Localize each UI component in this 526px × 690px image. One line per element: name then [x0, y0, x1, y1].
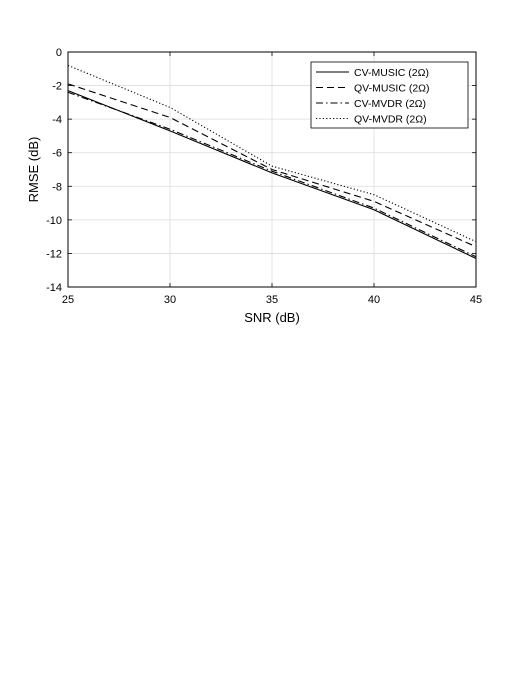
legend-entry: CV-MVDR (2Ω) — [354, 98, 426, 110]
y-tick-label: -6 — [52, 148, 62, 160]
x-tick-label: 45 — [470, 294, 482, 306]
series-line-dashed — [67, 83, 477, 248]
series-lines — [67, 64, 477, 259]
x-tick-label: 40 — [368, 294, 380, 306]
legend-entry: CV-MUSIC (2Ω) — [354, 67, 429, 79]
axis-ticks: 25 30 35 40 45 0 -2 -4 -6 -8 -10 -12 -14 — [46, 47, 482, 306]
legend-entry: QV-MVDR (2Ω) — [354, 114, 427, 126]
y-tick-label: -2 — [52, 81, 62, 93]
x-tick-label: 35 — [266, 294, 278, 306]
y-tick-label: -14 — [46, 282, 62, 294]
series-line-dotted — [67, 64, 477, 243]
y-tick-label: -10 — [46, 215, 62, 227]
x-tick-label: 25 — [62, 294, 74, 306]
y-tick-label: -12 — [46, 248, 62, 260]
y-tick-label: 0 — [56, 47, 62, 59]
legend: CV-MUSIC (2Ω) QV-MUSIC (2Ω) CV-MVDR (2Ω) QV… — [310, 61, 469, 129]
y-axis-label: RMSE (dB) — [26, 137, 41, 203]
legend-box — [310, 61, 469, 129]
legend-entry: QV-MUSIC (2Ω) — [354, 83, 430, 95]
x-axis-label: SNR (dB) — [244, 310, 300, 325]
x-tick-label: 30 — [164, 294, 176, 306]
y-tick-label: -4 — [52, 114, 62, 126]
series-line-dashdot — [67, 91, 477, 258]
y-tick-label: -8 — [52, 181, 62, 193]
